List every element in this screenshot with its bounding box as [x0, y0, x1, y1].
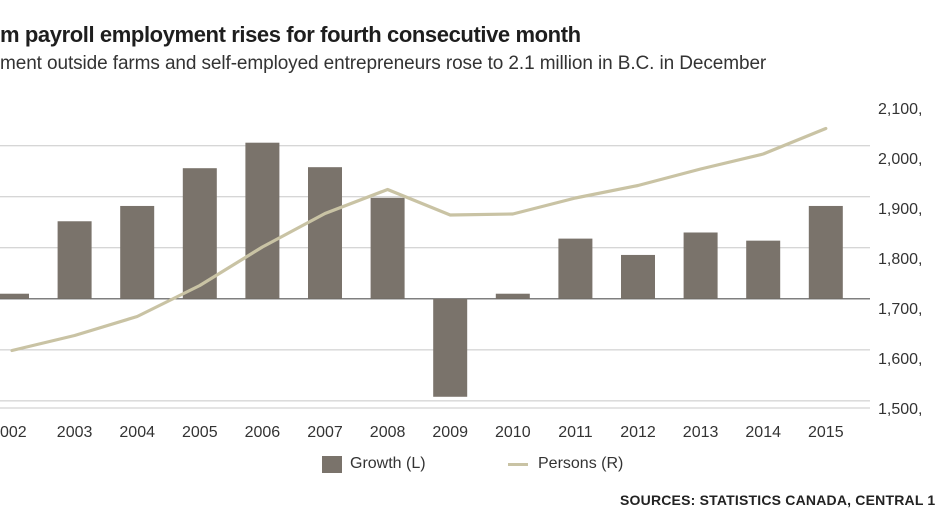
bar-2009	[433, 298, 468, 397]
x-tick-label: 2008	[370, 424, 406, 441]
x-tick-label: 2003	[57, 424, 93, 441]
x-tick-label: 2004	[119, 424, 155, 441]
legend-label-persons: Persons (R)	[538, 455, 624, 472]
y-tick-label-right: 2,000,	[878, 151, 922, 168]
bar-2010	[495, 293, 530, 299]
legend-item-growth: Growth (L)	[322, 455, 426, 473]
bar-2013	[683, 232, 718, 299]
chart-subtitle: ment outside farms and self-employed ent…	[0, 53, 767, 74]
bar-2007	[308, 167, 342, 299]
x-tick-label: 2011	[558, 424, 593, 441]
y-tick-label-right: 1,800,	[878, 251, 922, 268]
bar-2011	[558, 238, 593, 299]
source-note: SOURCES: STATISTICS CANADA, CENTRAL 1 CR…	[620, 492, 938, 508]
legend-swatch-growth	[322, 455, 342, 473]
bar-2003	[57, 221, 92, 299]
legend-label-growth: Growth (L)	[350, 455, 426, 472]
bar-2008	[370, 197, 405, 299]
x-tick-label: 2015	[808, 424, 844, 441]
legend-item-persons: Persons (R)	[508, 455, 623, 473]
x-tick-label: 2007	[307, 424, 343, 441]
bar-2012	[621, 254, 655, 299]
y-tick-label-right: 2,100,	[878, 101, 922, 118]
bar-2006	[245, 142, 280, 299]
x-tick-label: 2010	[495, 424, 531, 441]
x-tick-label: 002	[0, 424, 27, 441]
x-tick-label: 2012	[620, 424, 656, 441]
persons-line	[10, 126, 828, 353]
x-tick-label: 2005	[182, 424, 218, 441]
y-tick-label-right: 1,700,	[878, 301, 922, 318]
x-tick-label: 2009	[432, 424, 468, 441]
y-tick-label-right: 1,600,	[878, 351, 922, 368]
y-tick-label-right: 1,900,	[878, 201, 922, 218]
bar-2015	[808, 205, 843, 299]
bar-2004	[120, 205, 155, 299]
x-tick-label: 2014	[745, 424, 781, 441]
x-tick-label: 2006	[245, 424, 281, 441]
chart-title: m payroll employment rises for fourth co…	[0, 22, 581, 47]
legend-swatch-persons	[508, 462, 528, 466]
bar-2014	[746, 240, 781, 299]
bar-002	[0, 293, 29, 299]
y-tick-label-right: 1,500,	[878, 401, 922, 418]
x-tick-label: 2013	[683, 424, 719, 441]
